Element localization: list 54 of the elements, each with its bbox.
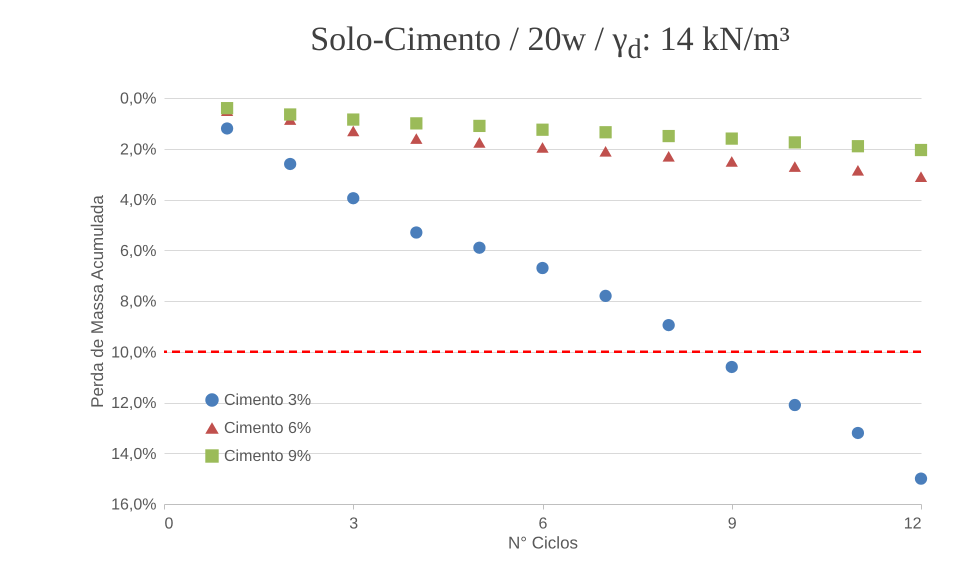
y-tick-label: 2,0% (120, 141, 156, 158)
point (852, 165, 864, 176)
y-tick-label: 8,0% (120, 294, 156, 310)
point (852, 140, 864, 152)
y-tick-label: 10,0% (111, 344, 156, 362)
point (599, 126, 612, 138)
y-tick-label: 6,0% (120, 242, 156, 260)
point (410, 133, 422, 144)
legend-label: Cimento 3% (224, 392, 312, 409)
point (788, 398, 801, 412)
x-tick-label: 0 (164, 516, 174, 532)
point (914, 144, 928, 156)
point (347, 192, 360, 204)
x-axis-title: N° Ciclos (508, 534, 578, 552)
point (662, 130, 675, 142)
point (473, 137, 486, 148)
point (284, 158, 296, 170)
x-tick-label: 9 (728, 516, 737, 532)
point (410, 226, 422, 239)
y-axis-title: Perda de Massa Acumulada (88, 194, 108, 408)
y-tick-label: 0,0% (120, 90, 156, 108)
point (536, 142, 549, 153)
point (536, 124, 549, 136)
point (347, 113, 360, 126)
point (726, 360, 738, 374)
y-tick-label: 4,0% (120, 192, 156, 209)
point (914, 171, 928, 182)
point (852, 426, 864, 440)
point (347, 126, 360, 136)
point (662, 151, 675, 162)
point (788, 136, 801, 149)
legend-label: Cimento 6% (224, 420, 312, 437)
point (410, 117, 422, 130)
point (662, 318, 675, 332)
point (914, 472, 928, 485)
y-tick-label: 16,0% (111, 496, 156, 514)
x-tick-label: 6 (538, 516, 548, 532)
point (284, 108, 296, 121)
point (473, 242, 486, 254)
legend-label: Cimento 9% (224, 448, 312, 465)
point (726, 132, 738, 145)
y-tick-label: 14,0% (111, 446, 156, 463)
point (536, 262, 549, 274)
point (599, 146, 612, 157)
y-tick-label: 12,0% (111, 395, 156, 412)
x-tick-label: 12 (904, 516, 922, 532)
point (726, 156, 738, 167)
point (220, 122, 234, 135)
point (473, 120, 486, 132)
point (788, 161, 801, 172)
point (599, 290, 612, 302)
point (220, 102, 234, 114)
x-tick-label: 3 (349, 516, 358, 532)
chart-title: Solo-Cimento / 20w / γ$_{d}$: 14 kN/m³ (309, 20, 791, 67)
